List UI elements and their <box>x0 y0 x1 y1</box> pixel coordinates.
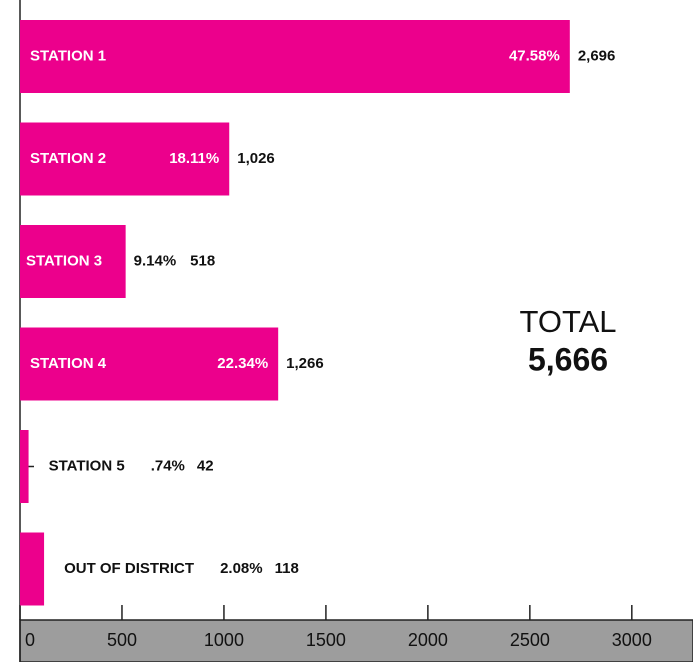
x-tick-label: 3000 <box>612 630 652 650</box>
bar <box>20 532 45 606</box>
category-label: OUT OF DISTRICT <box>64 560 194 577</box>
value-label: 42 <box>197 457 214 474</box>
x-tick-label: 1500 <box>306 630 346 650</box>
bar <box>20 122 230 196</box>
value-label: 118 <box>275 560 299 577</box>
category-label: STATION 5 <box>49 457 125 474</box>
percent-label: 18.11% <box>169 150 219 167</box>
category-label: STATION 2 <box>30 150 106 167</box>
value-label: 1,026 <box>237 150 275 167</box>
total-label: TOTAL <box>519 304 616 339</box>
x-tick-label: 2500 <box>510 630 550 650</box>
category-label: STATION 1 <box>30 47 106 64</box>
percent-label: 9.14% <box>134 252 177 269</box>
x-tick-label: 500 <box>107 630 137 650</box>
value-label: 518 <box>190 252 215 269</box>
bar <box>20 327 279 401</box>
bar <box>20 430 29 503</box>
percent-label: 22.34% <box>217 355 268 372</box>
bar <box>20 225 126 298</box>
category-label: STATION 4 <box>30 355 107 372</box>
value-label: 1,266 <box>286 355 324 372</box>
percent-label: 2.08% <box>220 560 263 577</box>
x-tick-label: 2000 <box>408 630 448 650</box>
value-label: 2,696 <box>578 47 616 64</box>
total-value: 5,666 <box>528 341 608 377</box>
bar <box>20 20 570 93</box>
x-tick-label: 0 <box>25 630 35 650</box>
percent-label: 47.58% <box>509 47 560 64</box>
category-label: STATION 3 <box>26 252 102 269</box>
x-tick-label: 1000 <box>204 630 244 650</box>
percent-label: .74% <box>151 457 185 474</box>
